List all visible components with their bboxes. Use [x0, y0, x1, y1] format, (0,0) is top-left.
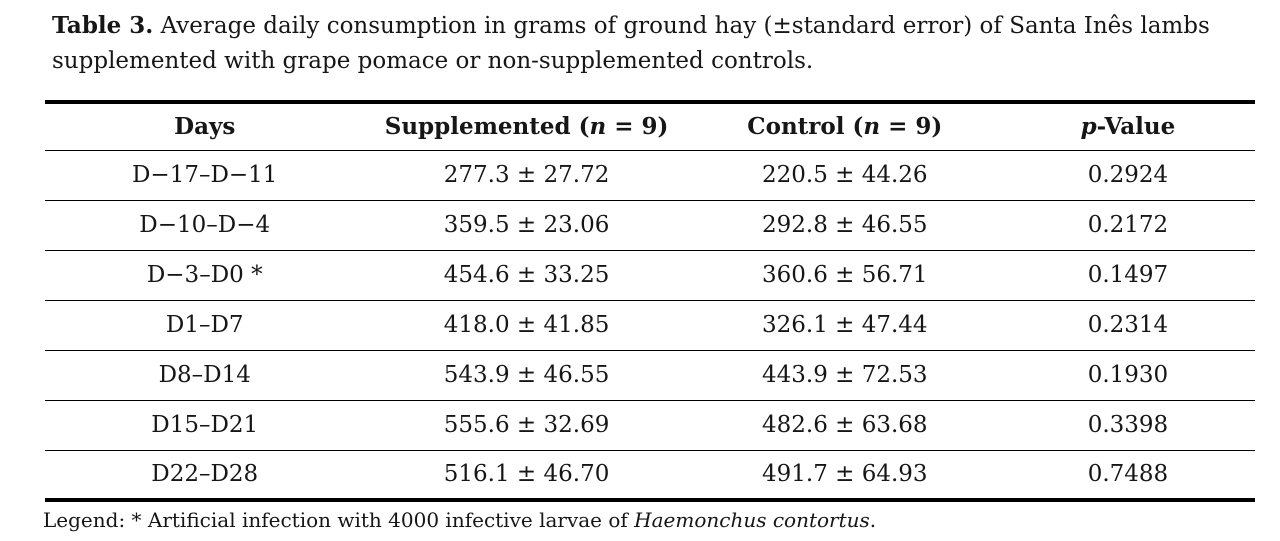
days-cell: D8–D14 [45, 350, 365, 401]
control-cell: 482.6 ± 63.68 [688, 400, 1001, 451]
column-header-days: Days [45, 102, 365, 151]
table-row: D15–D21 555.6 ± 32.69 482.6 ± 63.68 0.33… [45, 400, 1255, 451]
pvalue-cell: 0.1497 [1000, 250, 1255, 301]
supplemented-cell: 555.6 ± 32.69 [364, 400, 689, 451]
legend-text-pre: Legend: * Artificial infection with 4000… [43, 508, 635, 532]
caption-line-2: supplemented with grape pomace or non-su… [52, 48, 814, 74]
control-cell: 443.9 ± 72.53 [688, 350, 1001, 401]
header-control-n-var: n [863, 113, 881, 141]
table-row: D−17–D−11 277.3 ± 27.72 220.5 ± 44.26 0.… [45, 150, 1255, 201]
header-control-pre: Control ( [747, 113, 864, 141]
control-cell: 491.7 ± 64.93 [761, 461, 928, 488]
header-supplemented-post: = 9) [606, 113, 669, 141]
legend-species-name: Haemonchus contortus [634, 508, 870, 532]
column-header-supplemented: Supplemented (n = 9) [364, 102, 689, 151]
pvalue-cell: 0.1930 [1000, 350, 1255, 401]
table-row: D22–D28 516.1 ± 46.70 491.7 ± 64.93 0.74… [45, 450, 1255, 500]
caption-table-number: Table 3. [52, 12, 154, 39]
table-caption: Table 3. Average daily consumption in gr… [52, 8, 1256, 79]
header-supplemented-pre: Supplemented ( [384, 113, 590, 141]
days-cell: D−3–D0 * [45, 250, 365, 301]
table-row: D1–D7 418.0 ± 41.85 326.1 ± 47.44 0.2314 [45, 300, 1255, 351]
days-cell: D22–D28 [151, 461, 259, 488]
legend-text-post: . [869, 508, 877, 532]
table-row: D−10–D−4 359.5 ± 23.06 292.8 ± 46.55 0.2… [45, 200, 1255, 251]
days-cell: D1–D7 [45, 300, 365, 351]
header-supplemented-n-var: n [589, 113, 607, 141]
table-row: D−3–D0 * 454.6 ± 33.25 360.6 ± 56.71 0.1… [45, 250, 1255, 301]
supplemented-cell: 359.5 ± 23.06 [364, 200, 689, 251]
supplemented-cell: 543.9 ± 46.55 [364, 350, 689, 401]
caption-text-1: Average daily consumption in grams of gr… [153, 13, 1210, 39]
control-cell: 292.8 ± 46.55 [688, 200, 1001, 251]
pvalue-cell: 0.3398 [1000, 400, 1255, 451]
control-cell: 220.5 ± 44.26 [688, 150, 1001, 201]
table-row: D8–D14 543.9 ± 46.55 443.9 ± 72.53 0.193… [45, 350, 1255, 401]
pvalue-cell: 0.2172 [1000, 200, 1255, 251]
consumption-table: Days Supplemented (n = 9) Control (n = 9… [45, 100, 1255, 502]
caption-line-1: Table 3. Average daily consumption in gr… [52, 8, 1256, 44]
column-header-control: Control (n = 9) [688, 102, 1001, 151]
control-cell: 360.6 ± 56.71 [688, 250, 1001, 301]
pvalue-cell: 0.7488 [1087, 461, 1169, 488]
days-cell: D15–D21 [45, 400, 365, 451]
supplemented-cell: 277.3 ± 27.72 [364, 150, 689, 201]
header-row: Days Supplemented (n = 9) Control (n = 9… [45, 102, 1255, 151]
supplemented-cell: 418.0 ± 41.85 [364, 300, 689, 351]
days-cell: D−10–D−4 [45, 200, 365, 251]
header-control-post: = 9) [880, 113, 943, 141]
days-cell: D−17–D−11 [45, 150, 365, 201]
pvalue-cell: 0.2924 [1000, 150, 1255, 201]
column-header-pvalue: p-Value [1000, 102, 1255, 151]
header-p-var: p [1080, 113, 1097, 141]
supplemented-cell: 516.1 ± 46.70 [443, 461, 610, 488]
table-legend: Legend: * Artificial infection with 4000… [43, 507, 1256, 533]
header-pvalue-post: -Value [1096, 113, 1176, 141]
control-cell: 326.1 ± 47.44 [688, 300, 1001, 351]
pvalue-cell: 0.2314 [1000, 300, 1255, 351]
supplemented-cell: 454.6 ± 33.25 [364, 250, 689, 301]
